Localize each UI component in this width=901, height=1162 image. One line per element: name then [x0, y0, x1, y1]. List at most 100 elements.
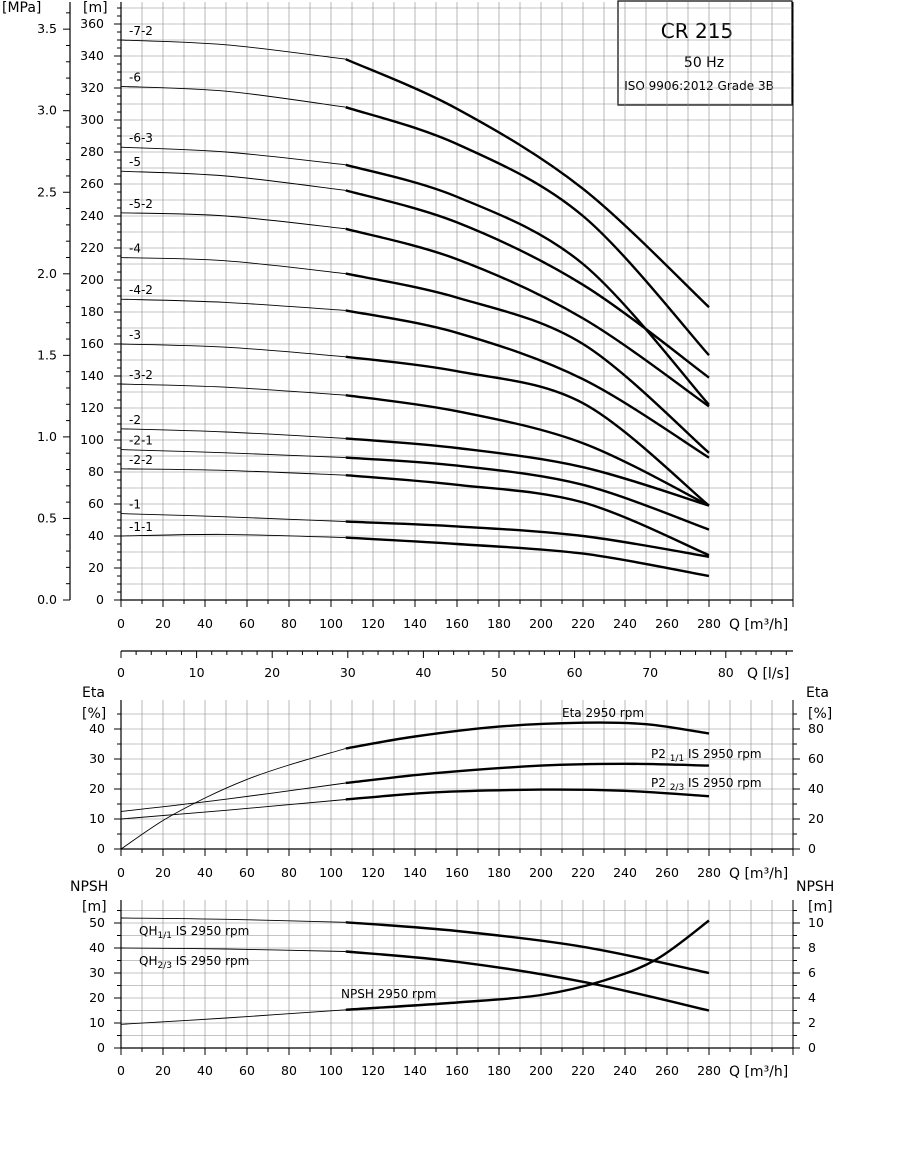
x-axis-unit: Q [m³/h] — [729, 1064, 788, 1080]
npsh-curve-thick — [345, 921, 710, 975]
x-tick-label: 200 — [529, 616, 553, 631]
npsh-curve-thick — [345, 950, 710, 1012]
x-tick-label: 240 — [613, 616, 637, 631]
x-tick-label: 0 — [117, 865, 125, 880]
npsh-y2-tick-label: 2 — [808, 1015, 816, 1030]
x-tick-label: 140 — [403, 616, 427, 631]
ls-tick-label: 50 — [491, 665, 507, 680]
head-curve-thin — [120, 298, 346, 311]
eta-curve-thick — [345, 762, 710, 785]
x-tick-label: 160 — [445, 1063, 469, 1078]
head-curve-label: -7-2 — [129, 24, 153, 38]
x-tick-label: 220 — [571, 865, 595, 880]
ls-tick-label: 10 — [189, 665, 205, 680]
pressure-tick-label: 0.5 — [37, 510, 57, 525]
head-curve-label: -2-1 — [129, 434, 153, 448]
head-curve-label: -2 — [129, 413, 141, 427]
head-curve-thick — [345, 355, 710, 507]
x-tick-label: 120 — [361, 865, 385, 880]
npsh-panel: 0 10 20 30 40 50 0 2 4 6 8 10 NPSH [m] NPSH [m] 0 20 40 60 8… — [70, 879, 834, 1080]
head-y-tick-label: 120 — [80, 400, 104, 415]
x-tick-label: 220 — [571, 1063, 595, 1078]
head-y-tick-label: 140 — [80, 368, 104, 383]
npsh-axis-unit: [m] — [82, 899, 107, 915]
head-curve-label: -4 — [129, 242, 141, 256]
x-tick-label: 120 — [361, 1063, 385, 1078]
x-tick-label: 240 — [613, 865, 637, 880]
head-curve-label: -3-2 — [129, 368, 153, 382]
head-y-tick-label: 160 — [80, 336, 104, 351]
head-y-tick-label: 240 — [80, 208, 104, 223]
eta-right-axis-label: Eta — [806, 685, 829, 701]
x-tick-label: 120 — [361, 616, 385, 631]
head-curve-thick — [345, 58, 710, 309]
head-curve-thick — [345, 106, 710, 357]
head-y-tick-label: 60 — [88, 496, 104, 511]
pressure-tick-label: 2.5 — [37, 184, 57, 199]
head-curve-label: -1-1 — [129, 520, 153, 534]
x-tick-label: 260 — [655, 1063, 679, 1078]
ls-tick-label: 60 — [567, 665, 583, 680]
head-curve-thick — [345, 394, 710, 507]
x-tick-label: 20 — [155, 865, 171, 880]
eta-y-tick-label: 40 — [89, 721, 105, 736]
x-tick-label: 80 — [281, 865, 297, 880]
ls-tick-label: 80 — [718, 665, 734, 680]
x-tick-label: 280 — [697, 616, 721, 631]
eta-curve-thin — [120, 799, 346, 820]
x-tick-label: 160 — [445, 865, 469, 880]
head-curve-thick — [345, 272, 710, 454]
head-curve-thick — [345, 437, 710, 507]
head-curve-thin — [120, 513, 346, 523]
chart-title: CR 215 — [661, 19, 733, 43]
x-tick-label: 200 — [529, 865, 553, 880]
head-y-tick-label: 0 — [96, 592, 104, 607]
x-tick-label: 180 — [487, 616, 511, 631]
x-tick-label: 280 — [697, 1063, 721, 1078]
eta-y2-tick-label: 80 — [808, 721, 824, 736]
head-curve-label: -4-2 — [129, 283, 153, 297]
x-tick-label: 40 — [197, 865, 213, 880]
npsh-y-tick-label: 30 — [89, 965, 105, 980]
head-curve-thick — [345, 227, 710, 408]
ls-tick-label: 20 — [264, 665, 280, 680]
head-curve-thin — [120, 212, 346, 230]
ls-axis-unit: Q [l/s] — [747, 666, 789, 682]
ls-tick-label: 30 — [340, 665, 356, 680]
npsh-curve-thick — [345, 919, 710, 1011]
head-curve-thick — [345, 456, 710, 531]
npsh-curve-label: NPSH 2950 rpm — [341, 987, 436, 1001]
npsh-y2-tick-label: 6 — [808, 965, 816, 980]
x-tick-label: 60 — [239, 616, 255, 631]
chart-frequency: 50 Hz — [684, 55, 724, 71]
npsh-right-axis-unit: [m] — [808, 899, 833, 915]
head-curve-label: -6-3 — [129, 131, 153, 145]
x-axis-unit: Q [m³/h] — [729, 617, 788, 633]
x-tick-label: 60 — [239, 1063, 255, 1078]
x-tick-label: 60 — [239, 865, 255, 880]
npsh-y2-tick-label: 10 — [808, 915, 824, 930]
x-tick-label: 220 — [571, 616, 595, 631]
eta-y-tick-label: 20 — [89, 781, 105, 796]
eta-axis-unit: [%] — [82, 706, 106, 722]
head-curve-thin — [120, 257, 346, 275]
head-y-tick-label: 200 — [80, 272, 104, 287]
head-y-tick-label: 220 — [80, 240, 104, 255]
head-curve-thin — [120, 146, 346, 166]
head-curve-label: -5 — [129, 155, 141, 169]
pressure-tick-label: 1.5 — [37, 347, 57, 362]
x-tick-label: 100 — [319, 865, 343, 880]
npsh-y-tick-label: 0 — [97, 1040, 105, 1055]
x-tick-label: 180 — [487, 1063, 511, 1078]
x-tick-label: 0 — [117, 1063, 125, 1078]
x-tick-label: 20 — [155, 1063, 171, 1078]
head-curve-thick — [345, 520, 710, 558]
npsh-curve-thin — [120, 1009, 346, 1025]
npsh-axis-label: NPSH — [70, 879, 108, 895]
head-curve-thin — [120, 449, 346, 459]
title-box: CR 215 50 Hz ISO 9906:2012 Grade 3B — [617, 0, 793, 106]
x-axis-unit: Q [m³/h] — [729, 866, 788, 882]
x-tick-label: 200 — [529, 1063, 553, 1078]
eta-y2-tick-label: 20 — [808, 811, 824, 826]
head-curve-thick — [345, 163, 710, 406]
